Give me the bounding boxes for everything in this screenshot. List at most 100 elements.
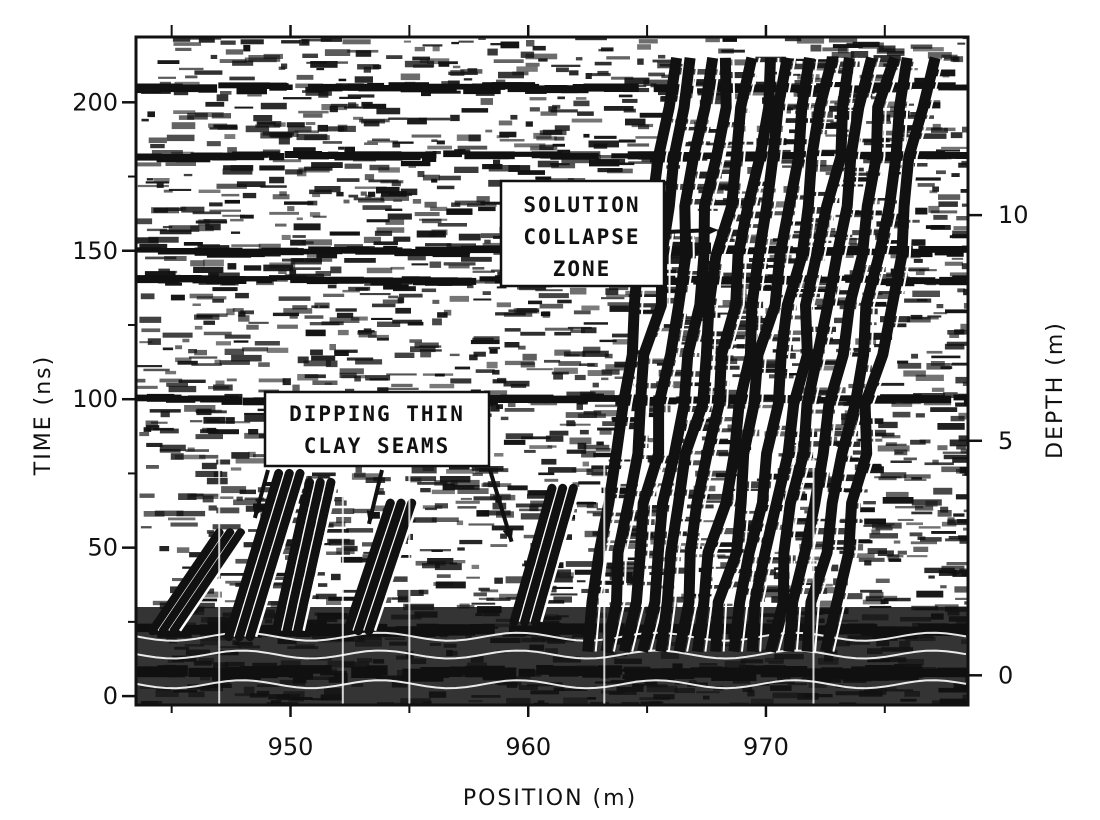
reflection-dash [892, 411, 911, 418]
reflection-dash [553, 367, 578, 374]
reflection-dash [722, 37, 737, 42]
reflection-dash [937, 423, 965, 430]
reflection-dash [716, 358, 738, 365]
reflector-segment [206, 276, 247, 284]
reflection-dash [606, 294, 630, 298]
reflection-dash [489, 348, 498, 354]
reflection-dash [334, 349, 358, 353]
reflection-dash [828, 37, 858, 43]
reflection-dash [822, 47, 848, 52]
reflection-dash [897, 550, 907, 555]
reflection-dash [952, 570, 968, 577]
reflection-dash [139, 341, 153, 344]
reflection-dash [151, 207, 179, 214]
reflection-dash [554, 136, 565, 141]
reflection-dash [885, 213, 909, 220]
reflection-dash [764, 284, 772, 291]
reflection-dash [316, 68, 325, 71]
reflection-dash [573, 310, 591, 315]
reflection-dash [942, 392, 958, 398]
reflection-dash [724, 356, 752, 361]
reflection-dash [312, 215, 327, 218]
reflection-dash [226, 308, 235, 316]
reflection-dash [296, 217, 303, 221]
reflection-dash [209, 127, 219, 130]
reflection-dash [153, 427, 174, 431]
reflection-dash [532, 45, 546, 51]
reflection-dash [287, 206, 295, 212]
reflection-dash [479, 468, 509, 473]
reflection-dash [432, 299, 440, 304]
radargram-image [136, 37, 968, 705]
reflection-dash [498, 120, 513, 126]
reflection-dash [510, 384, 527, 388]
reflection-dash [339, 368, 364, 375]
reflection-dash [637, 44, 651, 50]
reflection-dash [736, 524, 763, 532]
reflection-dash [525, 62, 540, 67]
reflection-dash [715, 428, 741, 433]
reflection-dash [932, 69, 956, 77]
reflection-dash [582, 350, 609, 357]
reflection-dash [566, 354, 580, 357]
reflection-dash [376, 337, 389, 341]
collapse-light [631, 57, 722, 652]
reflection-dash [431, 489, 455, 495]
collapse-dark [820, 56, 941, 653]
reflection-dash [472, 270, 495, 273]
reflection-dash [594, 404, 619, 408]
reflection-dash [235, 458, 267, 464]
reflection-dash [543, 576, 573, 583]
seam-dark [353, 498, 406, 636]
reflection-dash [273, 122, 286, 127]
reflector-segment [308, 83, 343, 92]
reflection-dash [330, 103, 359, 108]
reflection-dash [283, 308, 313, 314]
reflection-dash [328, 539, 355, 546]
reflection-dash [692, 69, 711, 75]
reflection-dash [326, 126, 345, 132]
reflection-dash [178, 379, 206, 383]
reflector-segment [278, 84, 293, 90]
reflection-dash [612, 162, 635, 166]
reflection-dash [366, 219, 390, 223]
reflection-dash [829, 105, 841, 112]
reflection-dash [317, 475, 330, 479]
reflection-dash [414, 46, 425, 52]
reflection-dash [216, 507, 240, 514]
reflection-dash [248, 429, 259, 435]
reflection-dash [910, 112, 917, 117]
reflection-dash [913, 47, 944, 52]
reflection-dash [298, 110, 329, 114]
reflection-dash [275, 223, 287, 227]
reflection-dash [570, 329, 586, 333]
reflection-dash [475, 92, 495, 96]
reflection-dash [496, 135, 509, 139]
reflection-dash [483, 510, 511, 516]
reflection-dash [167, 270, 178, 274]
reflection-dash [705, 93, 727, 100]
reflection-dash [449, 295, 469, 302]
reflector-segment [269, 275, 293, 281]
reflection-dash [699, 99, 732, 105]
reflection-dash [625, 290, 657, 296]
reflection-dash [354, 375, 361, 382]
reflection-dash [183, 173, 193, 177]
reflection-dash [231, 231, 241, 234]
reflection-dash [422, 505, 443, 509]
reflection-dash [359, 118, 390, 123]
reflection-dash [486, 597, 511, 601]
reflection-dash [437, 223, 467, 227]
reflection-dash [895, 506, 924, 509]
reflection-dash [628, 422, 638, 430]
reflection-dash [311, 162, 343, 168]
reflection-dash [230, 165, 254, 172]
reflection-dash [260, 185, 287, 188]
reflection-dash [759, 359, 781, 362]
reflection-dash [334, 350, 349, 356]
reflection-dash [915, 271, 925, 276]
reflection-dash [213, 124, 238, 128]
seam-light [540, 487, 581, 623]
reflection-dash [225, 417, 235, 424]
reflection-dash [173, 110, 196, 114]
